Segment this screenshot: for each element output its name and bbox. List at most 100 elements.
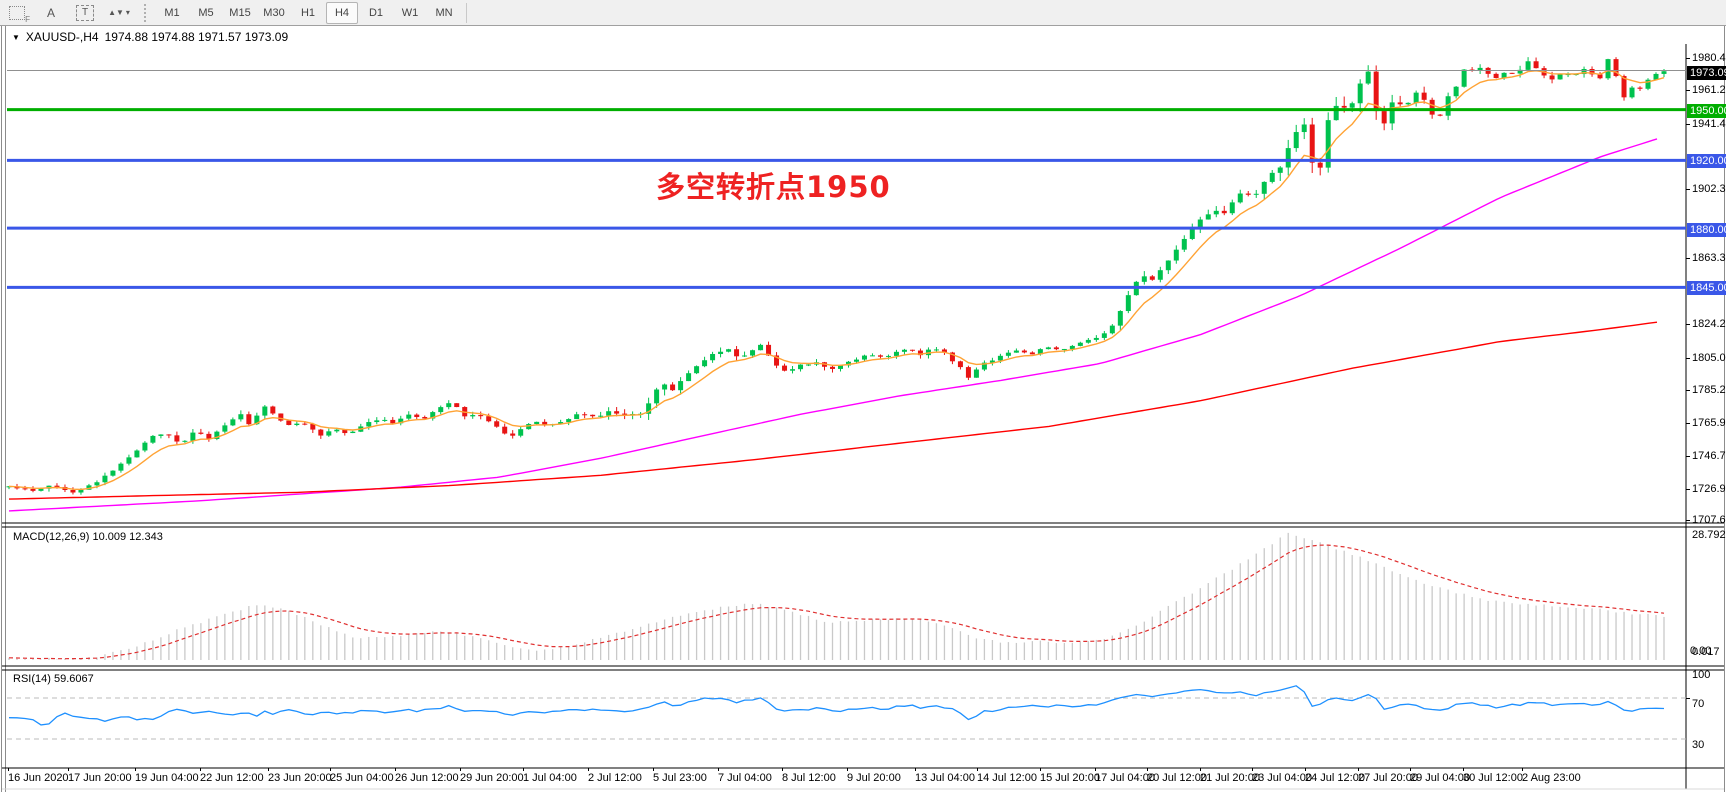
timeframe-button-M15[interactable]: M15 xyxy=(229,6,251,19)
price-axis-tick xyxy=(1686,489,1690,490)
chart-window[interactable]: ▼ XAUUSD-,H4 1974.88 1974.88 1971.57 197… xyxy=(0,26,1726,792)
price-axis-label: 1785.20 xyxy=(1692,384,1726,396)
price-axis-label: 1902.35 xyxy=(1692,183,1726,195)
timeframe-button-W1[interactable]: W1 xyxy=(401,6,419,19)
time-axis-tick xyxy=(977,768,978,771)
time-axis-tick xyxy=(1522,768,1523,771)
time-axis-tick xyxy=(330,768,331,771)
time-axis-tick xyxy=(395,768,396,771)
time-axis-tick xyxy=(68,768,69,771)
time-axis-label: 30 Jul 12:00 xyxy=(1463,772,1523,784)
price-axis-tick xyxy=(1686,124,1690,125)
top-toolbar: F A T ▲▼ ▾ M1 M5 M15 M30 H1 H4 D1 W1 MN xyxy=(0,0,1726,26)
time-axis-label: 15 Jul 20:00 xyxy=(1040,772,1100,784)
price-level-badge: 1920.00 xyxy=(1687,154,1726,168)
time-axis-tick xyxy=(8,768,9,771)
price-axis-label: 1765.95 xyxy=(1692,417,1726,429)
price-axis-tick xyxy=(1686,520,1690,521)
time-axis-tick xyxy=(847,768,848,771)
candlestick-layer xyxy=(6,57,1667,495)
time-axis-tick xyxy=(523,768,524,771)
rsi-scale-label: 70 xyxy=(1692,698,1705,710)
time-axis-tick xyxy=(135,768,136,771)
chart-header[interactable]: ▼ XAUUSD-,H4 1974.88 1974.88 1971.57 197… xyxy=(12,30,288,44)
time-axis-tick xyxy=(915,768,916,771)
chart-shift-icon: F xyxy=(9,5,30,24)
horizontal-lines-layer xyxy=(7,69,1686,289)
time-axis-label: 23 Jul 04:00 xyxy=(1252,772,1312,784)
time-axis-label: 27 Jul 20:00 xyxy=(1358,772,1418,784)
time-axis-label: 26 Jun 12:00 xyxy=(395,772,459,784)
window-frame-left xyxy=(1,26,2,792)
chart-shift-tool-button[interactable]: F xyxy=(1,2,33,24)
time-axis-label: 17 Jul 04:00 xyxy=(1095,772,1155,784)
price-axis-label: 1961.20 xyxy=(1692,84,1726,96)
macd-histogram-layer xyxy=(8,532,1665,660)
timeframe-button-M1[interactable]: M1 xyxy=(164,6,180,19)
time-axis-label: 24 Jul 12:00 xyxy=(1305,772,1365,784)
time-axis-label: 20 Jul 12:00 xyxy=(1147,772,1207,784)
price-axis-label: 1863.30 xyxy=(1692,252,1726,264)
time-axis-label: 9 Jul 20:00 xyxy=(847,772,901,784)
timeframe-button-M5[interactable]: M5 xyxy=(198,6,214,19)
time-axis-label: 29 Jun 20:00 xyxy=(460,772,524,784)
price-axis-tick xyxy=(1686,58,1690,59)
time-axis-tick xyxy=(1358,768,1359,771)
toolbar-grip[interactable] xyxy=(144,3,151,22)
time-axis-label: 23 Jun 20:00 xyxy=(268,772,332,784)
time-axis-tick xyxy=(1095,768,1096,771)
moving-average-layer xyxy=(8,69,1665,512)
rsi-scale-label: 100 xyxy=(1692,669,1711,681)
price-level-badge: 1845.00 xyxy=(1687,281,1726,295)
price-axis-tick xyxy=(1686,90,1690,91)
time-axis-label: 8 Jul 12:00 xyxy=(782,772,836,784)
price-axis-tick xyxy=(1686,456,1690,457)
price-axis-tick xyxy=(1686,358,1690,359)
price-axis-label: 1746.70 xyxy=(1692,450,1726,462)
time-axis-label: 7 Jul 04:00 xyxy=(718,772,772,784)
text-label-tool-button[interactable]: A xyxy=(35,2,67,24)
timeframe-button-group: M1 M5 M15 M30 H1 H4 D1 W1 MN xyxy=(155,1,461,24)
price-axis-label: 1707.65 xyxy=(1692,514,1726,526)
time-axis-label: 2 Aug 23:00 xyxy=(1522,772,1581,784)
chart-canvas[interactable] xyxy=(0,26,1726,792)
time-axis-tick xyxy=(1305,768,1306,771)
price-axis-label: 1726.90 xyxy=(1692,483,1726,495)
timeframe-button-H1[interactable]: H1 xyxy=(300,6,316,19)
timeframe-button-H4[interactable]: H4 xyxy=(326,1,358,24)
macd-scale-max-label: 28.792 xyxy=(1692,529,1726,541)
timeframe-button-MN[interactable]: MN xyxy=(435,6,453,19)
symbol-label: XAUUSD-,H4 xyxy=(25,30,99,44)
symbol-dropdown-icon[interactable]: ▼ xyxy=(12,32,20,42)
timeframe-button-M30[interactable]: M30 xyxy=(263,6,285,19)
time-axis-label: 17 Jun 20:00 xyxy=(68,772,132,784)
time-axis-label: 2 Jul 12:00 xyxy=(588,772,642,784)
ohlc-values: 1974.88 1974.88 1971.57 1973.09 xyxy=(104,30,289,44)
time-axis-tick xyxy=(1252,768,1253,771)
toolbar-separator xyxy=(466,2,467,23)
time-axis-tick xyxy=(1200,768,1201,771)
rsi-axis-tick xyxy=(1686,698,1690,699)
price-axis-tick xyxy=(1686,258,1690,259)
rsi-grid-layer xyxy=(7,697,1686,740)
time-axis-label: 21 Jul 20:00 xyxy=(1200,772,1260,784)
window-frame-left-inner xyxy=(5,26,6,792)
arrows-tool-button[interactable]: ▲▼ ▾ xyxy=(103,2,135,24)
time-axis-tick xyxy=(1040,768,1041,771)
time-axis-tick xyxy=(200,768,201,771)
time-axis-tick xyxy=(653,768,654,771)
time-axis-tick xyxy=(268,768,269,771)
text-tool-button[interactable]: T xyxy=(69,2,101,24)
timeframe-button-D1[interactable]: D1 xyxy=(368,6,384,19)
price-axis-label: 1824.25 xyxy=(1692,318,1726,330)
price-axis-label: 1805.00 xyxy=(1692,352,1726,364)
rsi-indicator-label: RSI(14) 59.6067 xyxy=(13,673,94,685)
text-label-icon: A xyxy=(46,5,55,20)
price-axis-label: 1941.40 xyxy=(1692,118,1726,130)
time-axis-tick xyxy=(460,768,461,771)
time-axis-label: 1 Jul 04:00 xyxy=(523,772,577,784)
time-axis-label: 5 Jul 23:00 xyxy=(653,772,707,784)
macd-signal-layer xyxy=(8,544,1665,660)
macd-scale-zero-label: 0.017 xyxy=(1692,646,1720,658)
